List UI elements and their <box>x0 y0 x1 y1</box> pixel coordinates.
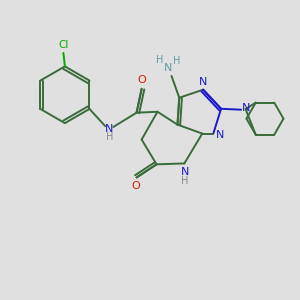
Text: N: N <box>164 64 172 74</box>
Text: N: N <box>216 130 224 140</box>
Text: H: H <box>173 56 181 66</box>
Text: N: N <box>105 124 113 134</box>
Text: O: O <box>132 182 140 191</box>
Text: H: H <box>181 176 189 186</box>
Text: N: N <box>181 167 189 177</box>
Text: N: N <box>242 103 250 113</box>
Text: H: H <box>157 56 164 65</box>
Text: O: O <box>138 75 147 85</box>
Text: N: N <box>199 77 208 87</box>
Text: Cl: Cl <box>58 40 69 50</box>
Text: H: H <box>106 133 113 142</box>
